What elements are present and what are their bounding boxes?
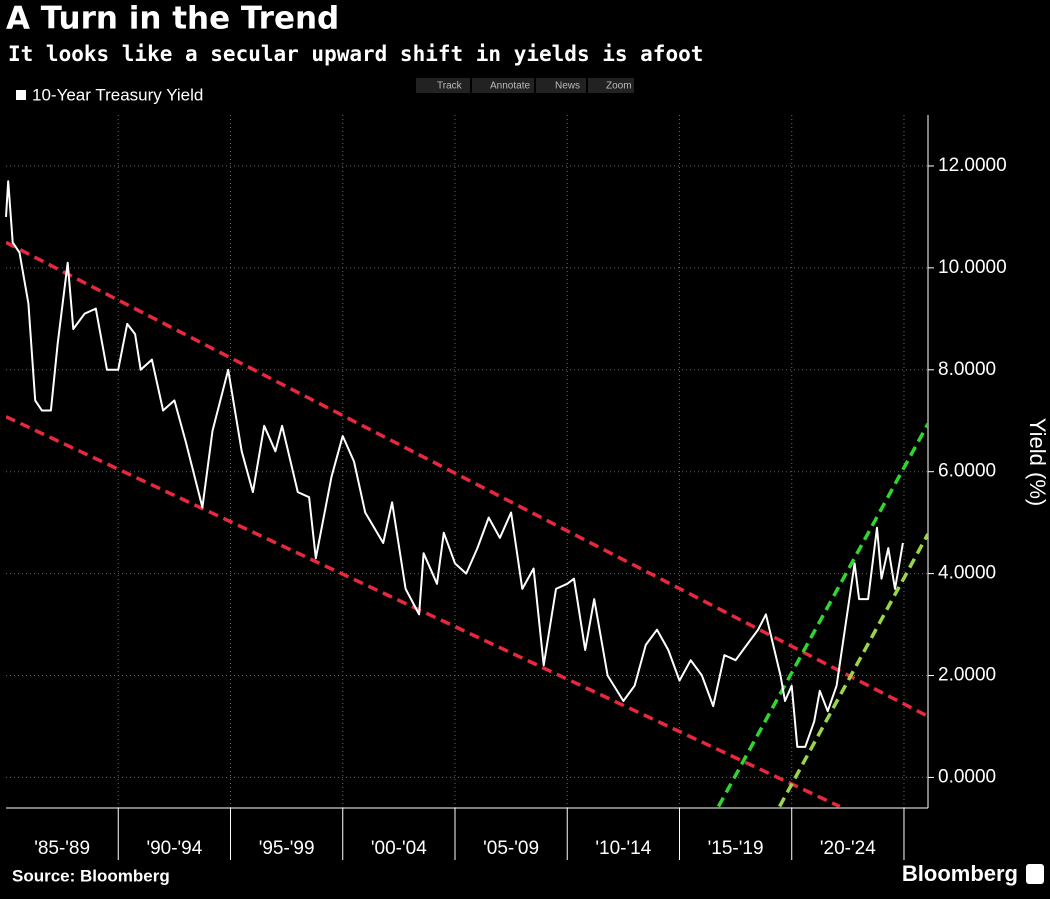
- trend-line: [6, 415, 841, 808]
- series-line: [5, 180, 904, 748]
- legend-label: 10-Year Treasury Yield: [32, 85, 203, 104]
- y-tick-label: 8.0000: [938, 359, 996, 380]
- toolbar-button[interactable]: [536, 78, 586, 93]
- toolbar-button[interactable]: [416, 78, 470, 93]
- y-tick-label: 2.0000: [938, 665, 996, 686]
- x-tick-label: '00-'04: [371, 838, 427, 859]
- y-tick-label: 12.0000: [938, 155, 1007, 176]
- y-tick-label: 10.0000: [938, 257, 1007, 278]
- toolbar-button[interactable]: [588, 78, 634, 93]
- toolbar: Track Annotate News Zoom: [416, 78, 634, 93]
- x-tick-label: '15-'19: [708, 838, 764, 859]
- x-tick-label: '95-'99: [259, 838, 315, 859]
- y-tick-label: 0.0000: [938, 766, 996, 787]
- y-tick-label: 4.0000: [938, 563, 996, 584]
- chart-title: A Turn in the Trend: [6, 1, 339, 37]
- chart-subtitle: It looks like a secular upward shift in …: [8, 42, 703, 66]
- legend-swatch: [16, 90, 26, 100]
- x-tick-label: '20-'24: [820, 838, 876, 859]
- toolbar-label: News: [555, 81, 580, 92]
- trend-line: [778, 533, 928, 808]
- x-tick-label: '05-'09: [483, 838, 539, 859]
- toolbar-button[interactable]: [472, 78, 534, 93]
- toolbar-label: Track: [437, 81, 463, 92]
- source: Source: Bloomberg: [12, 866, 170, 885]
- y-axis-label: Yield (%): [1025, 418, 1050, 506]
- toolbar-label: Zoom: [606, 81, 632, 92]
- x-tick-label: '10-'14: [595, 838, 651, 859]
- y-tick-label: 6.0000: [938, 461, 996, 482]
- x-tick-label: '90-'94: [146, 838, 202, 859]
- trend-line: [6, 240, 928, 718]
- brand-icon: [1026, 864, 1044, 884]
- brand: Bloomberg: [902, 861, 1018, 886]
- trend-line: [716, 422, 928, 808]
- x-tick-label: '85-'89: [34, 838, 90, 859]
- toolbar-label: Annotate: [490, 81, 530, 92]
